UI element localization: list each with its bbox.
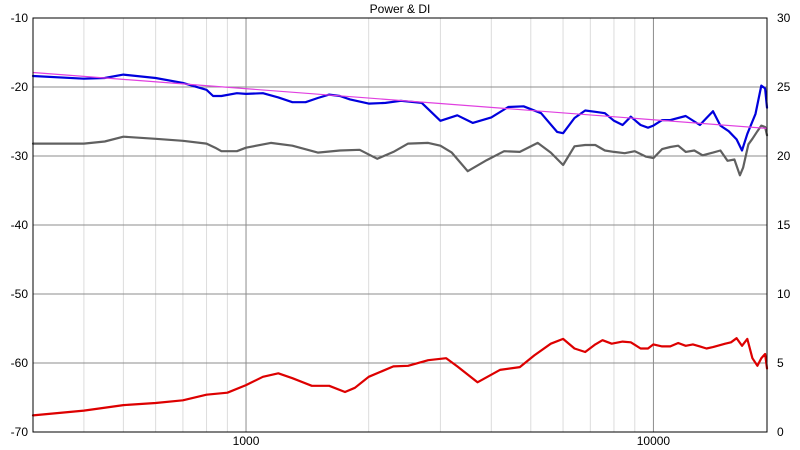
tick-labels: -70 -60 -50 -40 -30 -20 -10 0 5 10 15 20 25 30 1000 100… <box>11 11 791 448</box>
series-group <box>31 71 769 417</box>
y-right-tick-label: 30 <box>777 11 791 25</box>
y-right-tick-label: 5 <box>777 356 784 370</box>
plot-border <box>32 17 768 433</box>
y-right-tick-label: 25 <box>777 80 791 94</box>
y-right-tick-label: 0 <box>777 425 784 439</box>
chart-title: Power & DI <box>370 2 431 16</box>
series-line-2 <box>31 124 769 177</box>
y-right-tick-label: 10 <box>777 287 791 301</box>
y-left-tick-label: -50 <box>11 287 29 301</box>
grid <box>32 17 767 433</box>
y-left-tick-label: -30 <box>11 149 29 163</box>
x-tick-label: 1000 <box>233 434 260 448</box>
y-left-tick-label: -70 <box>11 425 29 439</box>
y-left-tick-label: -60 <box>11 356 29 370</box>
y-left-tick-label: -10 <box>11 11 29 25</box>
series-line-4 <box>32 71 768 129</box>
y-left-tick-label: -40 <box>11 218 29 232</box>
y-right-tick-label: 20 <box>777 149 791 163</box>
y-right-tick-label: 15 <box>777 218 791 232</box>
y-left-tick-label: -20 <box>11 80 29 94</box>
series-line-1 <box>31 73 769 152</box>
series-line-3 <box>31 337 769 417</box>
x-tick-label: 10000 <box>637 434 671 448</box>
